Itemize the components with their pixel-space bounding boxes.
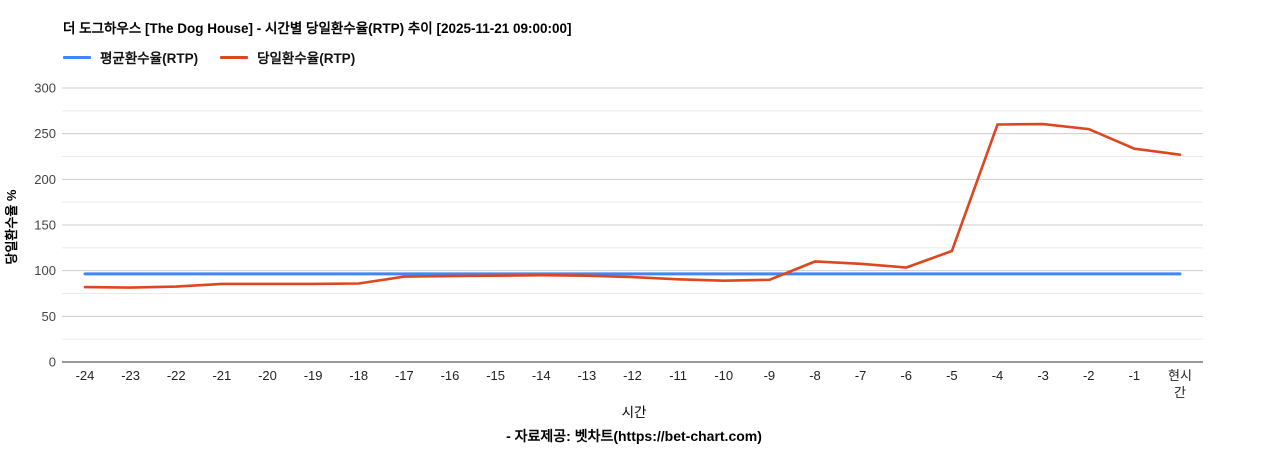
series-lines xyxy=(83,122,1182,289)
average-line-swatch xyxy=(63,55,91,59)
x-tick-label: -8 xyxy=(809,368,821,383)
x-tick-label: -10 xyxy=(714,368,733,383)
y-tick-label: 250 xyxy=(34,126,56,141)
legend-label-average: 평균환수율(RTP) xyxy=(100,51,199,66)
x-tick-label: -13 xyxy=(577,368,596,383)
y-axis-title: 당일환수율 % xyxy=(4,189,19,264)
axis-tick-labels: 0 50 100 150 200 250 300 -24 -23 -22 -21 -20 -19 -18 -… xyxy=(34,81,1192,401)
x-tick-label: -4 xyxy=(992,368,1004,383)
legend-item-average: 평균환수율(RTP) xyxy=(63,47,198,67)
series-line-daily[interactable] xyxy=(83,122,1182,289)
x-tick-label: -22 xyxy=(167,368,186,383)
x-tick-label: -1 xyxy=(1129,368,1141,383)
x-tick-label: -5 xyxy=(946,368,958,383)
x-tick-label: -6 xyxy=(900,368,912,383)
x-tick-label: -24 xyxy=(76,368,95,383)
x-tick-label: -18 xyxy=(349,368,368,383)
x-tick-label: -14 xyxy=(532,368,551,383)
y-tick-label: 0 xyxy=(49,355,56,370)
daily-line-swatch xyxy=(220,55,249,59)
y-tick-label: 200 xyxy=(34,172,56,187)
x-axis-title: 시간 xyxy=(622,405,647,420)
x-tick-label: -16 xyxy=(441,368,460,383)
y-tick-label: 150 xyxy=(34,218,56,233)
source-credit: - 자료제공: 벳차트(https://bet-chart.com) xyxy=(506,428,762,444)
x-tick-label: -17 xyxy=(395,368,414,383)
chart-legend: 평균환수율(RTP) 당일환수율(RTP) xyxy=(63,48,355,66)
x-tick-label: -11 xyxy=(669,368,687,383)
chart-title: 더 도그하우스 [The Dog House] - 시간별 당일환수율(RTP)… xyxy=(63,21,572,36)
x-tick-label: -23 xyxy=(121,368,140,383)
x-tick-label: -19 xyxy=(304,368,323,383)
x-tick-label: -12 xyxy=(623,368,642,383)
y-tick-label: 100 xyxy=(34,263,56,278)
x-tick-label-current-time: 현시 간 xyxy=(1168,368,1192,400)
x-tick-label: -7 xyxy=(855,368,867,383)
x-tick-label: -21 xyxy=(212,368,231,383)
y-tick-label: 50 xyxy=(42,309,56,324)
x-tick-label: -2 xyxy=(1083,368,1095,383)
x-tick-label: -3 xyxy=(1037,368,1049,383)
x-tick-label: -15 xyxy=(486,368,505,383)
legend-item-daily: 당일환수율(RTP) xyxy=(220,47,355,67)
x-tick-label: -9 xyxy=(764,368,776,383)
gridlines xyxy=(62,87,1203,363)
x-tick-label: -20 xyxy=(258,368,277,383)
legend-label-daily: 당일환수율(RTP) xyxy=(257,51,356,66)
y-tick-label: 300 xyxy=(34,81,56,96)
